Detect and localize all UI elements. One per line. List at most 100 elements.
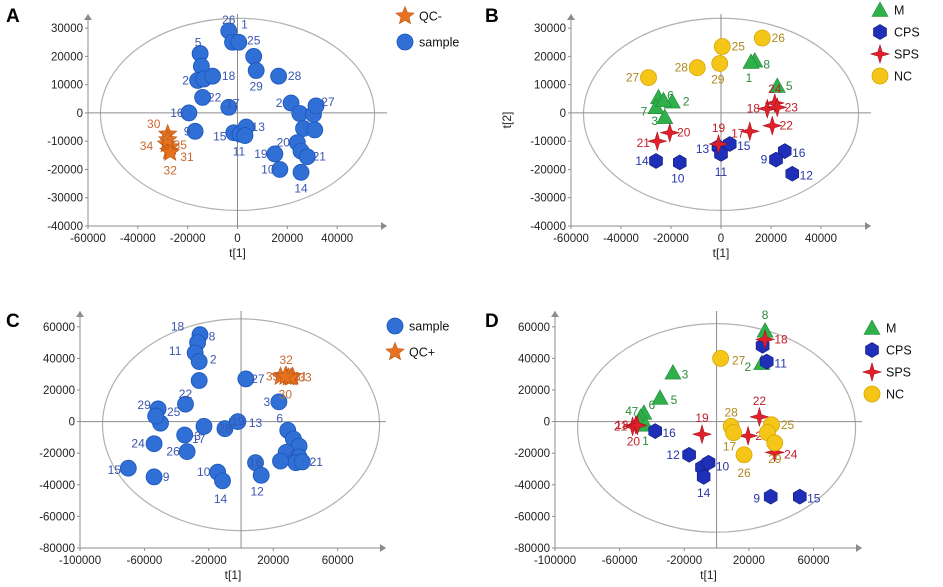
point-label: 3	[264, 395, 271, 409]
point-label: 21	[614, 419, 628, 433]
point-label: 18	[774, 332, 788, 346]
point-label: 32	[279, 353, 293, 367]
y-tick-label: -10000	[530, 136, 566, 148]
point-label: 3	[682, 368, 689, 382]
point-label: 17	[226, 96, 240, 110]
x-tick-label: -60000	[70, 233, 106, 245]
point-label: 9	[163, 470, 170, 484]
point-label: 26	[222, 13, 236, 27]
data-point	[696, 469, 711, 485]
data-point	[651, 389, 669, 405]
point-label: 14	[635, 154, 649, 168]
point-label: 18	[747, 102, 761, 116]
legend-label: sample	[409, 320, 449, 334]
x-tick-label: -60000	[127, 555, 163, 567]
x-axis-title: t[1]	[700, 568, 717, 582]
data-point	[272, 452, 289, 470]
y-tick-label: -60000	[39, 511, 75, 523]
legend-label: QC+	[409, 346, 435, 360]
x-axis-title: t[1]	[713, 246, 730, 260]
data-point	[216, 420, 234, 438]
data-point	[769, 151, 783, 168]
legend-label: SPS	[886, 366, 911, 380]
point-label: 17	[192, 432, 206, 446]
panel-letter: C	[6, 311, 20, 332]
point-label: 5	[671, 393, 678, 407]
point-label: 33	[298, 370, 312, 384]
point-label: 21	[310, 455, 324, 469]
point-label: 25	[247, 33, 261, 47]
legend-marker	[385, 341, 405, 361]
y-tick-label: 40000	[43, 353, 75, 365]
legend-marker	[395, 5, 415, 25]
data-point	[712, 349, 730, 367]
data-point	[766, 96, 788, 118]
point-label: 13	[249, 416, 263, 430]
y-tick-label: -80000	[514, 543, 550, 555]
point-label: 11	[774, 357, 787, 371]
x-tick-label: -20000	[666, 555, 702, 567]
data-point	[785, 165, 799, 182]
legend-marker	[396, 33, 414, 51]
point-label: 35	[266, 370, 280, 384]
x-axis-title: t[1]	[229, 246, 246, 260]
point-label: 29	[711, 72, 725, 86]
legend-label: NC	[886, 388, 904, 402]
y-tick-label: 0	[77, 108, 83, 120]
point-label: 25	[781, 418, 795, 432]
data-point	[764, 92, 786, 114]
point-label: 12	[159, 129, 173, 143]
point-label: 6	[276, 411, 283, 425]
data-point	[190, 353, 208, 370]
point-label: 12	[800, 169, 814, 183]
point-label: 26	[772, 31, 786, 45]
data-point	[648, 423, 662, 439]
point-label: 15	[737, 139, 751, 153]
data-point	[180, 104, 198, 122]
data-point	[271, 161, 289, 178]
data-point	[682, 446, 696, 463]
point-label: 2	[276, 96, 283, 110]
data-point	[147, 407, 165, 425]
data-point	[654, 91, 673, 107]
point-label: 16	[249, 456, 263, 470]
panel-letter: D	[485, 311, 499, 332]
point-label: 5	[195, 36, 202, 50]
x-tick-label: -40000	[120, 233, 156, 245]
legend-marker	[863, 319, 881, 335]
y-tick-label: -80000	[39, 543, 75, 555]
point-label: 22	[753, 394, 767, 408]
point-label: 2	[683, 95, 690, 109]
y-axis-title: t[2]	[500, 112, 514, 129]
point-label: 26	[737, 466, 751, 480]
point-label: 12	[666, 448, 680, 462]
x-tick-label: 0	[234, 233, 240, 245]
data-point	[764, 442, 786, 463]
y-tick-label: 60000	[43, 322, 75, 334]
legend-label: SPS	[894, 48, 919, 62]
y-tick-label: 30000	[51, 23, 83, 35]
point-label: 14	[294, 181, 308, 195]
data-point	[298, 148, 316, 166]
point-label: 15	[807, 492, 821, 506]
legend-marker	[386, 317, 404, 335]
point-label: 5	[786, 79, 793, 93]
y-tick-label: -20000	[39, 448, 75, 460]
data-point	[186, 122, 204, 140]
legend-marker	[871, 67, 889, 85]
x-axis-arrow	[865, 222, 871, 230]
y-tick-label: 20000	[51, 51, 83, 63]
data-point	[119, 459, 137, 477]
y-tick-label: 20000	[43, 385, 75, 397]
x-tick-label: -60000	[553, 233, 589, 245]
data-point	[627, 415, 648, 436]
y-tick-label: -40000	[39, 480, 75, 492]
y-tick-label: -20000	[47, 164, 83, 176]
point-label: 19	[231, 415, 245, 429]
point-label: 1	[642, 434, 649, 448]
point-label: 29	[250, 80, 264, 94]
data-point	[753, 29, 771, 47]
data-point	[723, 136, 737, 152]
legend-label: QC-	[419, 10, 442, 24]
point-label: 9	[761, 153, 768, 167]
